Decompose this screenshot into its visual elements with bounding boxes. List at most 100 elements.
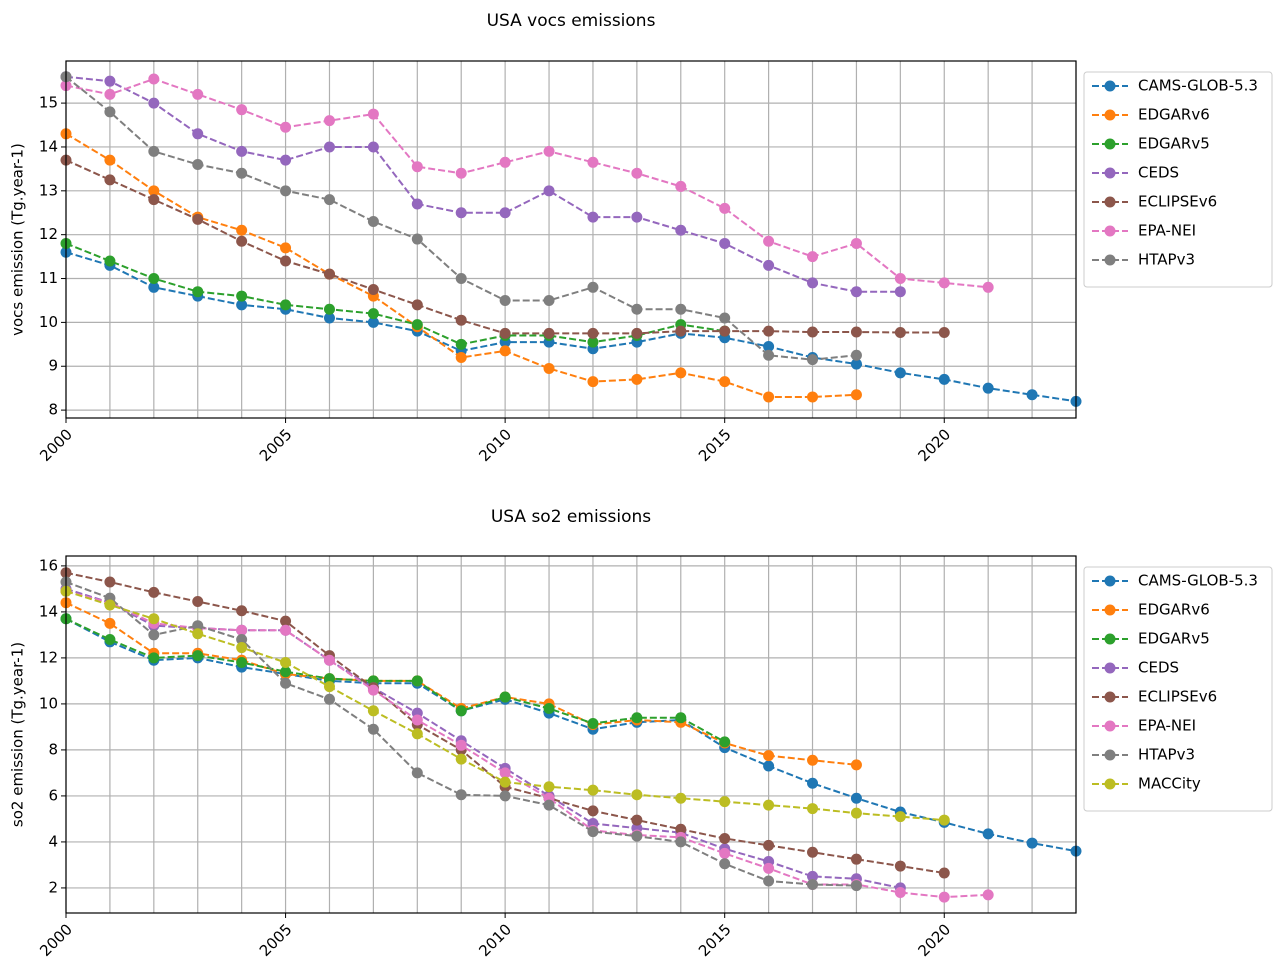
data-point <box>367 108 379 120</box>
legend-marker <box>1104 633 1116 645</box>
data-point <box>323 303 335 315</box>
data-point <box>543 799 555 811</box>
data-point <box>675 180 687 192</box>
data-point <box>367 216 379 228</box>
data-point <box>850 792 862 804</box>
series-line <box>66 617 726 743</box>
data-point <box>807 870 819 882</box>
x-tick-label: 2010 <box>475 920 515 960</box>
data-point <box>192 286 204 298</box>
data-point <box>104 75 116 87</box>
data-point <box>850 358 862 370</box>
legend-label: ECLIPSEv6 <box>1138 193 1217 211</box>
data-point <box>1026 389 1038 401</box>
data-point <box>411 714 423 726</box>
data-point <box>982 889 994 901</box>
x-tick-label: 2020 <box>915 920 955 960</box>
y-tick-label: 10 <box>39 694 58 712</box>
axes-frame <box>65 60 1077 419</box>
data-point <box>192 88 204 100</box>
data-point <box>631 327 643 339</box>
data-point <box>323 268 335 280</box>
data-point <box>367 283 379 295</box>
data-point <box>148 586 160 598</box>
data-point <box>763 325 775 337</box>
data-point <box>148 185 160 197</box>
subplot: 2000 2005 2010 2015 2020 2 4 6 8 10 12 14 16 USA so2 … <box>9 507 1273 960</box>
data-point <box>367 705 379 717</box>
data-point <box>807 326 819 338</box>
data-point <box>719 325 731 337</box>
legend-label: CAMS-GLOB-5.3 <box>1138 572 1258 590</box>
data-point <box>807 277 819 289</box>
y-tick-label: 6 <box>48 786 58 804</box>
legend-label: HTAPv3 <box>1138 251 1195 269</box>
data-point <box>807 754 819 766</box>
data-point <box>280 615 292 627</box>
data-point <box>455 739 467 751</box>
data-point <box>192 650 204 662</box>
data-point <box>675 325 687 337</box>
data-point <box>675 823 687 835</box>
data-point <box>763 760 775 772</box>
data-point <box>631 303 643 315</box>
data-point <box>236 642 248 654</box>
data-point <box>938 373 950 385</box>
legend-marker <box>1104 167 1116 179</box>
x-tick-label: 2015 <box>695 920 735 960</box>
data-point <box>807 846 819 858</box>
y-axis-label: so2 emission (Tg.year-1) <box>9 642 27 827</box>
data-point <box>587 826 599 838</box>
data-point <box>236 633 248 645</box>
y-axis-label: vocs emission (Tg.year-1) <box>9 143 27 336</box>
data-point <box>850 880 862 892</box>
legend-marker <box>1104 749 1116 761</box>
legend-marker <box>1104 778 1116 790</box>
data-point <box>323 312 335 324</box>
data-point <box>236 657 248 669</box>
data-point <box>104 576 116 588</box>
x-tick-label: 2020 <box>915 425 955 465</box>
data-point <box>280 154 292 166</box>
data-point <box>411 675 423 687</box>
legend-label: EDGARv6 <box>1138 106 1210 124</box>
legend-label: EDGARv6 <box>1138 601 1210 619</box>
data-point <box>719 832 731 844</box>
data-point <box>850 237 862 249</box>
data-point <box>894 286 906 298</box>
data-point <box>850 807 862 819</box>
data-point <box>236 167 248 179</box>
data-point <box>499 207 511 219</box>
data-point <box>411 728 423 740</box>
data-point <box>323 681 335 693</box>
legend-label: CEDS <box>1138 164 1179 182</box>
data-point <box>280 666 292 678</box>
y-tick-label: 14 <box>39 602 58 620</box>
y-tick-label: 9 <box>48 357 58 375</box>
data-point <box>499 691 511 703</box>
data-point <box>894 811 906 823</box>
y-tick-label: 4 <box>48 832 58 850</box>
data-point <box>763 839 775 851</box>
data-point <box>280 677 292 689</box>
data-point <box>631 814 643 826</box>
data-point <box>763 235 775 247</box>
data-point <box>499 776 511 788</box>
data-point <box>411 299 423 311</box>
data-point <box>894 367 906 379</box>
data-point <box>499 294 511 306</box>
data-point <box>323 693 335 705</box>
data-point <box>323 194 335 206</box>
data-point <box>807 354 819 366</box>
legend-marker <box>1104 604 1116 616</box>
legend-label: EDGARv5 <box>1138 630 1210 648</box>
data-point <box>104 154 116 166</box>
data-point <box>587 281 599 293</box>
data-point <box>323 654 335 666</box>
data-point <box>148 629 160 641</box>
data-point <box>719 237 731 249</box>
data-point <box>894 273 906 285</box>
y-tick-label: 2 <box>48 878 58 896</box>
data-point <box>587 327 599 339</box>
data-point <box>367 141 379 153</box>
